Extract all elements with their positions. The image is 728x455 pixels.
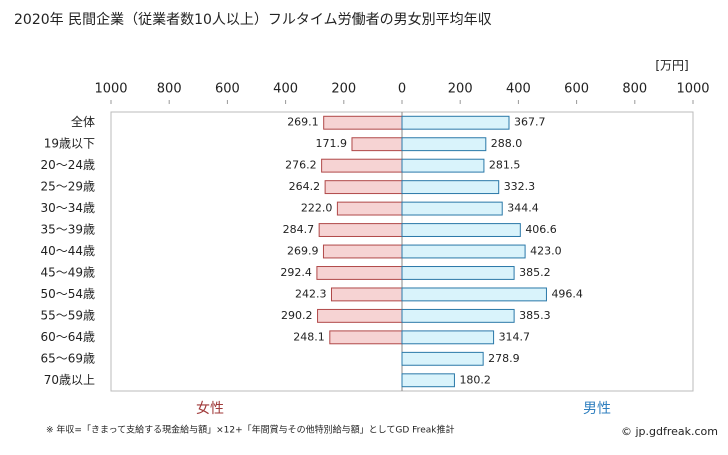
bar <box>336 201 403 216</box>
value-label: 242.3 <box>295 287 327 300</box>
bar <box>322 244 403 259</box>
x-tick-label: 1000 <box>94 82 127 97</box>
bar <box>401 287 547 302</box>
category-label: 25～29歳 <box>40 180 95 194</box>
category-label: 35～39歳 <box>40 223 95 237</box>
category-label: 60～64歳 <box>40 330 95 344</box>
category-label: 30～34歳 <box>40 201 95 215</box>
bar <box>316 266 403 280</box>
bar <box>401 223 521 237</box>
bar <box>401 308 515 323</box>
value-label: 423.0 <box>530 245 562 258</box>
bar <box>351 137 403 152</box>
bar <box>401 266 515 280</box>
category-label: 全体 <box>71 114 95 129</box>
footnote: ※ 年収=「きまって支給する現金給与額」×12+「年間賞与その他特別給与額」とし… <box>46 424 454 436</box>
x-tick-label: 600 <box>564 82 589 97</box>
value-label: 171.9 <box>315 137 347 150</box>
bar <box>321 158 403 173</box>
x-tick-label: 200 <box>448 82 473 97</box>
value-label: 269.1 <box>287 116 319 129</box>
value-label: 290.2 <box>281 309 313 322</box>
bar <box>401 158 485 173</box>
x-tick-label: 200 <box>331 82 356 97</box>
bar <box>401 137 487 152</box>
value-label: 367.7 <box>514 116 546 129</box>
bar <box>401 244 526 259</box>
x-tick-label: 0 <box>398 82 406 97</box>
category-label: 45～49歳 <box>40 265 95 279</box>
value-label: 284.7 <box>283 223 315 236</box>
category-label: 50～54歳 <box>40 287 95 301</box>
category-label: 70歳以上 <box>44 373 95 387</box>
category-label: 40～44歳 <box>40 244 95 258</box>
credit: © jp.gdfreak.com <box>621 425 718 438</box>
x-tick-label: 400 <box>273 82 298 97</box>
category-label: 55～59歳 <box>40 308 95 322</box>
value-label: 385.2 <box>519 266 551 279</box>
x-tick-label: 800 <box>157 82 182 97</box>
x-tick-label: 600 <box>215 82 240 97</box>
bar <box>324 180 403 195</box>
value-label: 332.3 <box>504 180 536 193</box>
bar <box>401 330 495 345</box>
value-label: 314.7 <box>499 330 531 343</box>
value-label: 292.4 <box>280 266 312 279</box>
bar <box>330 287 403 302</box>
value-label: 344.4 <box>507 202 539 215</box>
value-label: 288.0 <box>491 137 522 150</box>
category-label: 20～24歳 <box>40 158 95 172</box>
value-label: 278.9 <box>488 352 520 365</box>
bar <box>401 351 484 366</box>
category-label: 19歳以下 <box>44 137 95 151</box>
category-label: 65～69歳 <box>40 351 95 365</box>
value-label: 269.9 <box>287 245 319 258</box>
x-tick-label: 800 <box>622 82 647 97</box>
bar <box>401 115 510 130</box>
value-label: 276.2 <box>285 159 317 172</box>
legend-label: 男性 <box>583 401 611 417</box>
value-label: 385.3 <box>519 309 551 322</box>
bar <box>401 180 500 195</box>
bar <box>317 308 403 323</box>
value-label: 180.2 <box>459 373 491 386</box>
bar <box>401 201 503 216</box>
value-label: 222.0 <box>301 202 333 215</box>
unit-label: [万円] <box>655 59 688 73</box>
legend-label: 女性 <box>196 400 224 417</box>
bar <box>323 115 403 130</box>
x-tick-label: 1000 <box>676 82 709 97</box>
value-label: 248.1 <box>293 330 325 343</box>
value-label: 281.5 <box>489 159 521 172</box>
bar <box>329 330 403 345</box>
x-tick-label: 400 <box>506 82 531 97</box>
chart-title: 2020年 民間企業（従業者数10人以上）フルタイム労働者の男女別平均年収 <box>14 11 492 28</box>
value-label: 496.4 <box>551 287 583 300</box>
value-label: 406.6 <box>525 223 557 236</box>
bar <box>318 223 403 237</box>
value-label: 264.2 <box>289 180 321 193</box>
bar <box>401 373 455 388</box>
